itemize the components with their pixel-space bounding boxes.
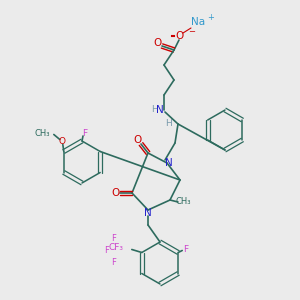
Text: N: N	[165, 158, 173, 168]
Text: F: F	[82, 130, 88, 139]
Text: O: O	[176, 31, 184, 41]
Text: F: F	[111, 234, 116, 243]
Text: F: F	[111, 258, 116, 267]
Text: O: O	[154, 38, 162, 48]
Text: Na: Na	[191, 17, 205, 27]
Text: N: N	[156, 105, 164, 115]
Text: F: F	[104, 246, 109, 255]
Text: CF₃: CF₃	[109, 243, 124, 252]
Text: O: O	[134, 135, 142, 145]
Text: H: H	[151, 106, 158, 115]
Text: −: −	[188, 28, 196, 37]
Text: +: +	[208, 14, 214, 22]
Text: F: F	[184, 245, 189, 254]
Text: H: H	[165, 119, 171, 128]
Text: N: N	[144, 208, 152, 218]
Text: O: O	[111, 188, 119, 198]
Text: CH₃: CH₃	[175, 197, 191, 206]
Text: O: O	[58, 137, 65, 146]
Text: CH₃: CH₃	[34, 129, 50, 138]
